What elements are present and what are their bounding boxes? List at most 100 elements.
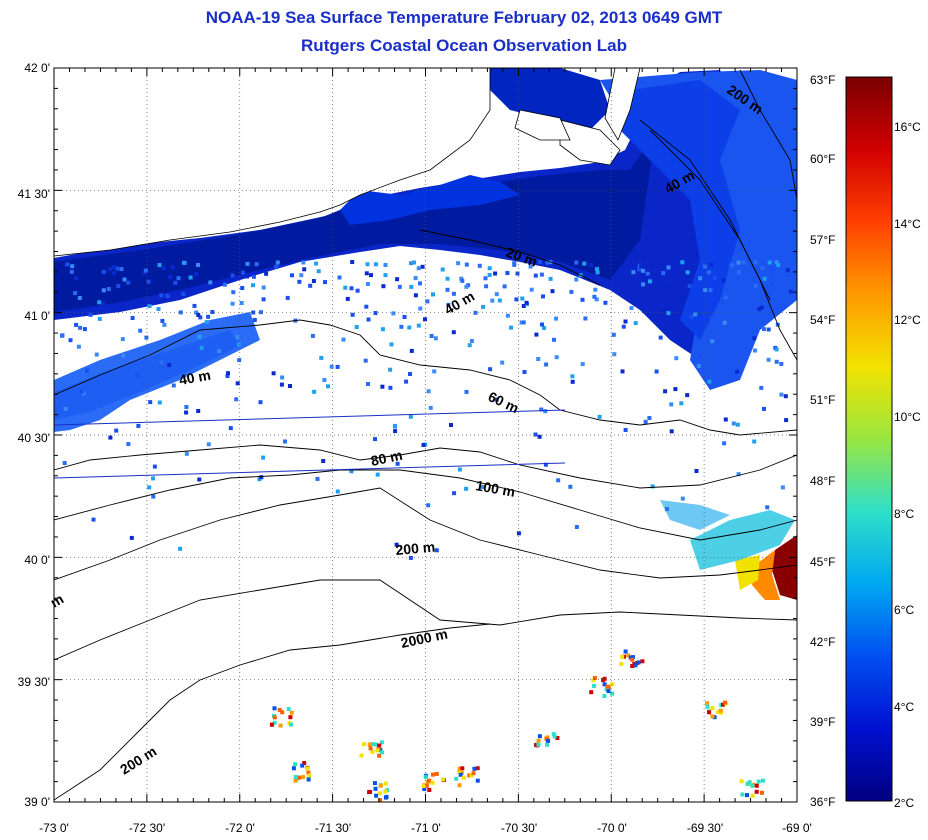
sst-pixel (605, 684, 610, 689)
sst-pixel (522, 370, 527, 374)
sst-pixel (723, 295, 728, 300)
sst-pixel (493, 271, 498, 276)
sst-pixel (76, 344, 81, 349)
sst-pixel (574, 525, 579, 529)
sst-pixel (144, 335, 149, 340)
sst-pixel (147, 304, 152, 309)
sst-pixel (709, 315, 714, 320)
sst-pixel (143, 268, 148, 273)
sst-pixel (645, 271, 650, 276)
sst-pixel (481, 304, 486, 309)
sst-pixel (73, 291, 78, 296)
sst-pixel (374, 793, 379, 798)
sst-pixel (454, 776, 459, 781)
sst-pixel (168, 275, 173, 280)
sst-pixel (630, 664, 635, 668)
sst-pixel (291, 766, 296, 771)
lon-label: -71 30' (315, 821, 351, 835)
sst-pixel (595, 267, 599, 272)
sst-pixel (383, 273, 388, 278)
sst-pixel (467, 343, 472, 348)
sst-pixel (70, 264, 75, 269)
isobaths (54, 69, 797, 801)
sst-pixel (136, 423, 141, 428)
sst-pixel (490, 298, 495, 303)
sst-pixel (595, 270, 600, 275)
sst-pixel (272, 706, 277, 711)
sst-pixel (706, 270, 711, 275)
c-label: 2°C (894, 796, 914, 810)
sst-pixel (389, 342, 394, 347)
sst-pixel (373, 437, 377, 442)
isobath-label-100m: 100 m (474, 477, 516, 500)
sst-pixel (421, 443, 426, 447)
sst-pixel (375, 472, 380, 477)
sst-pixel (460, 766, 465, 771)
sst-pixel (388, 385, 393, 390)
colorbar (845, 76, 893, 802)
sst-pixel (373, 262, 378, 267)
sst-pixel (323, 280, 327, 285)
sst-pixel (167, 363, 172, 367)
sst-pixel (272, 715, 277, 720)
lon-label: -73 0' (39, 821, 69, 835)
sst-pixel (502, 284, 507, 289)
sst-pixel (446, 302, 451, 307)
f-label: 45°F (810, 555, 835, 569)
sst-pixel (762, 406, 766, 411)
sst-pixel (354, 325, 359, 329)
sst-pixel (316, 269, 321, 274)
sst-pixel (373, 786, 378, 791)
sst-pixel (620, 654, 625, 659)
sst-pixel (194, 272, 198, 277)
lon-label: -69 30' (687, 821, 723, 835)
sst-pixel (367, 742, 372, 747)
sst-pixel (472, 766, 477, 771)
sst-pixel (756, 779, 761, 784)
sst-pixel (774, 347, 779, 352)
sst-pixel (383, 781, 388, 786)
sst-pixel (475, 778, 480, 783)
sst-pixel (370, 749, 375, 754)
c-label: 12°C (894, 313, 921, 327)
sst-pixel (273, 264, 278, 269)
sst-pixel (198, 315, 203, 320)
sst-pixel (279, 382, 284, 387)
sst-pixel (723, 417, 728, 422)
sst-pixel (329, 364, 334, 369)
sst-pixel (428, 405, 433, 410)
sst-pixel (774, 260, 779, 265)
sst-pixel (280, 375, 285, 380)
sst-pixel (628, 655, 633, 660)
sst-pixel (666, 265, 671, 270)
sst-pixel (721, 278, 726, 283)
sst-pixel (593, 287, 598, 292)
sst-pixel (409, 261, 413, 266)
sst-pixel (286, 707, 291, 711)
f-label: 54°F (810, 313, 835, 327)
sst-pixel (602, 694, 607, 698)
sst-pixel (710, 339, 715, 344)
longitude-labels: -73 0' -72 30' -72 0' -71 30' -71 0' -70… (39, 821, 812, 835)
sst-pixel (750, 783, 755, 788)
sst-pixel (365, 282, 370, 286)
sst-pixel (307, 773, 312, 778)
sst-pixel (433, 336, 438, 341)
sst-pixel (545, 260, 550, 265)
sst-pixel (373, 742, 378, 747)
sst-pixel (779, 362, 784, 366)
sst-pixel (703, 288, 708, 292)
sst-pixel (735, 369, 740, 374)
sst-pixel (718, 708, 723, 713)
lon-label: -72 30' (129, 821, 165, 835)
sst-pixel (319, 355, 324, 360)
sst-pixel (314, 261, 319, 266)
sst-pixel (654, 369, 659, 374)
sst-pixel (441, 777, 445, 782)
sst-pixel (208, 280, 213, 285)
sst-pixel (420, 264, 425, 269)
sst-pixel (184, 405, 189, 409)
sst-pixel (343, 285, 348, 290)
sst-pixel (623, 649, 628, 654)
sst-pixel (199, 345, 204, 350)
